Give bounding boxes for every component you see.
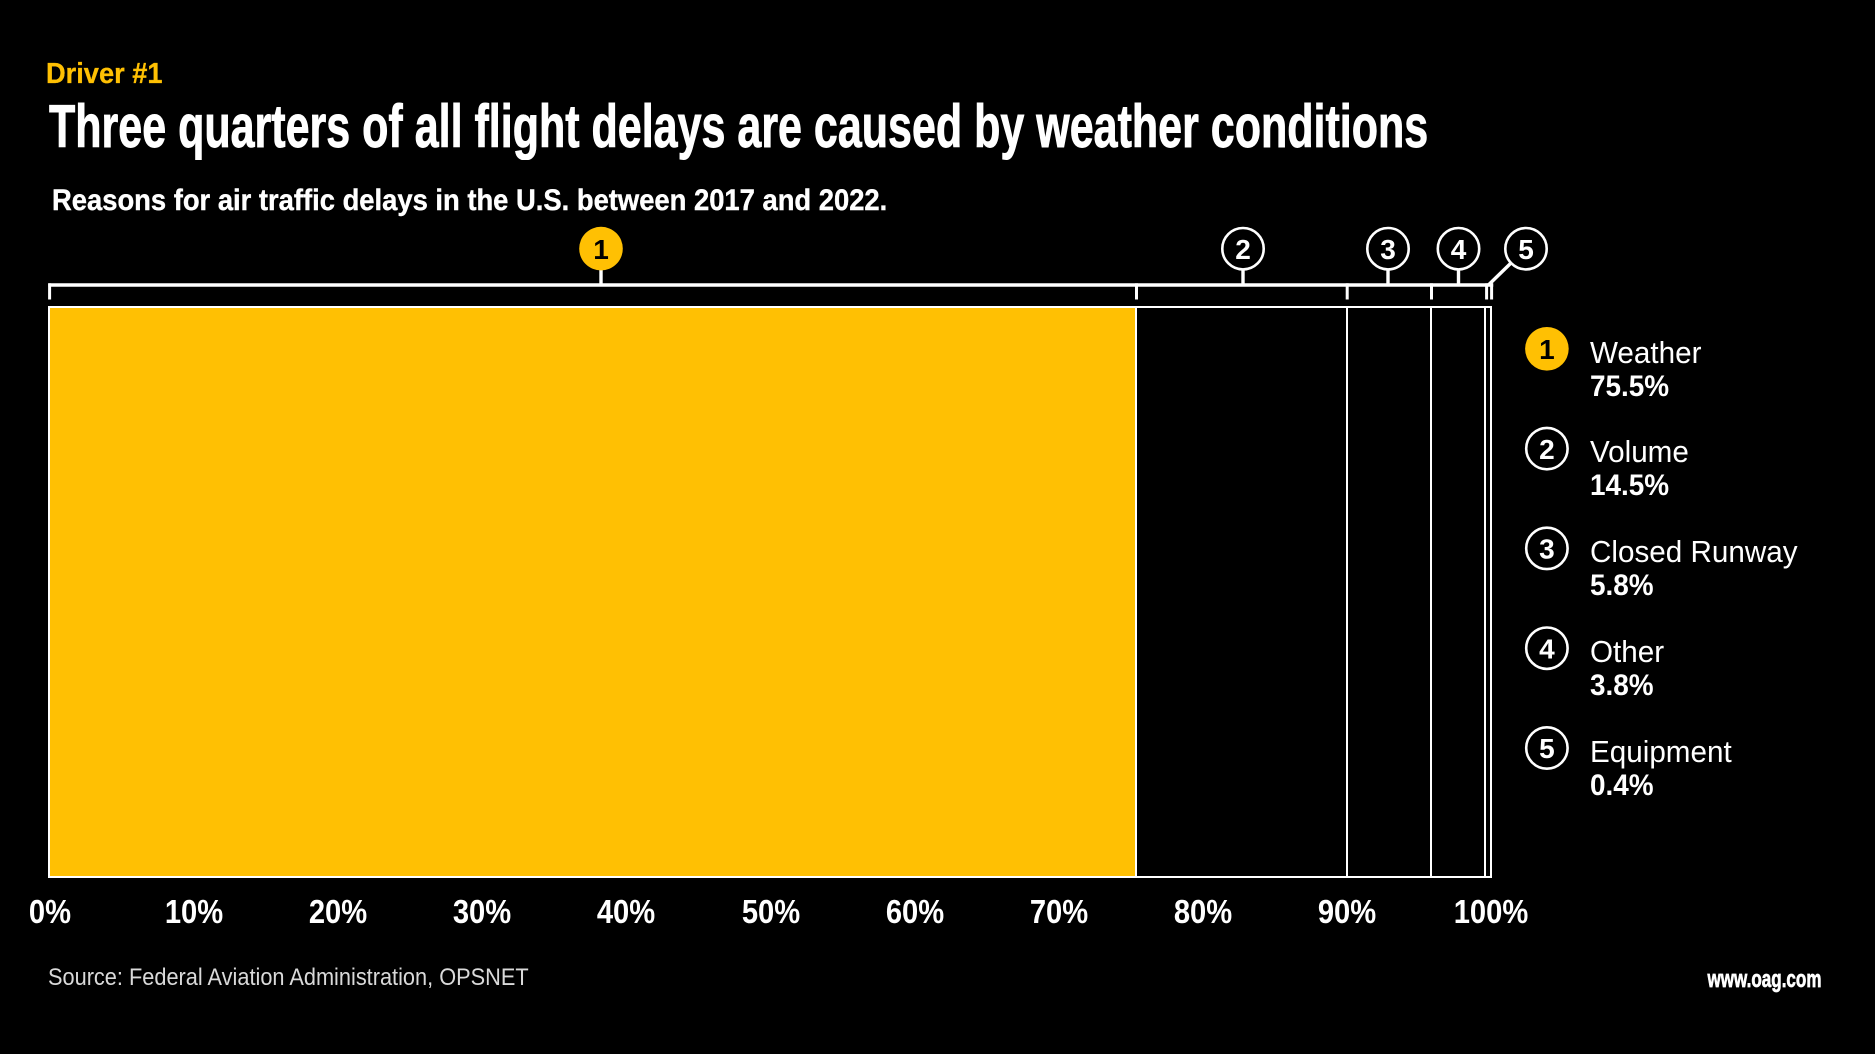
svg-text:4: 4 bbox=[1539, 633, 1555, 664]
svg-text:2: 2 bbox=[1539, 434, 1555, 465]
svg-text:4: 4 bbox=[1451, 234, 1467, 265]
svg-text:1: 1 bbox=[593, 234, 609, 265]
svg-text:5: 5 bbox=[1518, 234, 1534, 265]
svg-text:3: 3 bbox=[1539, 534, 1555, 565]
svg-text:3: 3 bbox=[1380, 234, 1396, 265]
svg-text:5: 5 bbox=[1539, 733, 1555, 764]
svg-text:1: 1 bbox=[1539, 334, 1555, 365]
svg-text:2: 2 bbox=[1235, 234, 1251, 265]
